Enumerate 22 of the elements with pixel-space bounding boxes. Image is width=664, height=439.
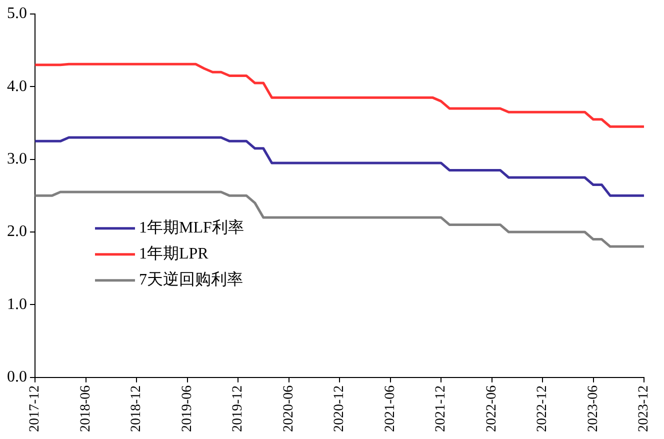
y-tick-label: 1.0 xyxy=(7,296,27,313)
x-tick-label: 2020-12 xyxy=(332,385,348,432)
x-tick-label: 2023-06 xyxy=(586,385,601,432)
y-tick-label: 3.0 xyxy=(7,150,27,168)
x-tick-label: 2023-12 xyxy=(636,385,652,432)
x-tick-label: 2019-06 xyxy=(180,385,195,432)
legend-label: 1年期MLF利率 xyxy=(139,218,244,237)
x-tick-label: 2021-06 xyxy=(382,385,398,432)
x-tick-label: 2018-06 xyxy=(78,385,94,432)
x-tick-label: 2021-12 xyxy=(434,385,449,432)
x-tick-label: 2022-06 xyxy=(484,385,500,432)
x-tick-label: 2017-12 xyxy=(28,385,43,432)
legend-label: 7天逆回购利率 xyxy=(139,270,243,289)
x-tick-label: 2020-06 xyxy=(281,385,296,432)
x-tick-label: 2022-12 xyxy=(535,385,550,432)
legend-label: 1年期LPR xyxy=(139,244,209,263)
y-tick-label: 2.0 xyxy=(7,223,27,240)
y-tick-label: 4.0 xyxy=(7,78,27,95)
x-tick-label: 2019-12 xyxy=(230,385,246,432)
y-tick-label: 5.0 xyxy=(7,5,27,22)
y-tick-label: 0.0 xyxy=(7,368,27,386)
x-tick-label: 2018-12 xyxy=(129,385,144,432)
